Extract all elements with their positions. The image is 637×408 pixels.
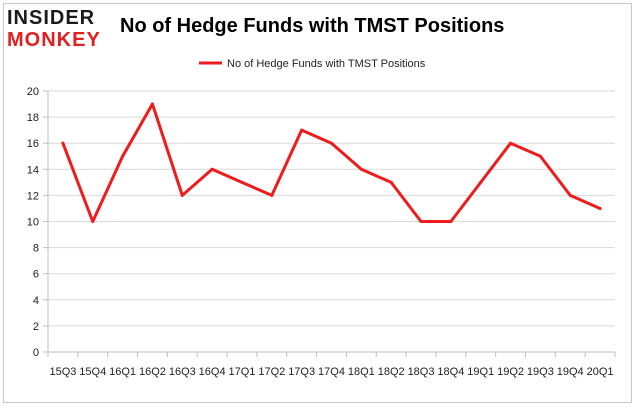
y-tick-label: 0 bbox=[33, 347, 39, 359]
series-line bbox=[61, 102, 602, 223]
x-tick-label: 17Q3 bbox=[288, 366, 315, 378]
data-point bbox=[180, 193, 184, 197]
x-tick-label: 17Q1 bbox=[229, 366, 256, 378]
data-point bbox=[121, 154, 125, 158]
x-tick-label: 16Q2 bbox=[139, 366, 166, 378]
data-point bbox=[538, 154, 542, 158]
data-point bbox=[300, 128, 304, 132]
x-tick-label: 19Q3 bbox=[527, 366, 554, 378]
logo-line-2: MONKEY bbox=[7, 29, 101, 51]
data-point bbox=[359, 167, 363, 171]
y-tick-label: 12 bbox=[27, 190, 39, 202]
x-tick-label: 16Q1 bbox=[109, 366, 136, 378]
x-tick-label: 19Q2 bbox=[497, 366, 524, 378]
data-point bbox=[389, 180, 393, 184]
legend: No of Hedge Funds with TMST Positions bbox=[199, 58, 426, 70]
legend-label: No of Hedge Funds with TMST Positions bbox=[227, 58, 426, 70]
x-tick-label: 16Q4 bbox=[199, 366, 226, 378]
y-tick-label: 14 bbox=[27, 164, 39, 176]
y-tick-label: 6 bbox=[33, 269, 39, 281]
series-group bbox=[61, 102, 602, 223]
x-tick-label: 18Q4 bbox=[437, 366, 464, 378]
x-tick-label: 19Q4 bbox=[557, 366, 584, 378]
x-tick-label: 17Q4 bbox=[318, 366, 345, 378]
gridlines bbox=[48, 90, 615, 353]
x-tick-label: 15Q4 bbox=[79, 366, 106, 378]
data-point bbox=[449, 220, 453, 223]
x-tick-label: 19Q1 bbox=[467, 366, 494, 378]
x-tick-label: 18Q2 bbox=[378, 366, 405, 378]
data-point bbox=[330, 141, 333, 145]
y-tick-label: 20 bbox=[27, 86, 39, 98]
y-tick-label: 2 bbox=[33, 321, 39, 333]
y-tick-label: 16 bbox=[27, 138, 39, 150]
data-point bbox=[270, 193, 274, 197]
x-tick-label: 18Q1 bbox=[348, 366, 375, 378]
y-tick-label: 10 bbox=[27, 217, 39, 229]
x-tick-labels: 15Q3 15Q4 16Q1 16Q2 16Q3 16Q4 17Q1 17Q2 17Q3 17Q4… bbox=[49, 366, 613, 378]
x-tick-label: 15Q3 bbox=[49, 366, 76, 378]
data-point bbox=[210, 167, 214, 171]
y-tick-label: 18 bbox=[27, 112, 39, 124]
data-point bbox=[61, 141, 65, 145]
x-tick-label: 18Q3 bbox=[408, 366, 435, 378]
data-point bbox=[150, 102, 154, 106]
x-tick-label: 17Q2 bbox=[258, 366, 285, 378]
x-tick-label: 20Q1 bbox=[587, 366, 614, 378]
y-tick-label: 4 bbox=[33, 295, 39, 307]
data-point bbox=[598, 206, 602, 210]
data-point bbox=[419, 220, 423, 223]
logo-line-1: INSIDER bbox=[7, 7, 96, 29]
data-point bbox=[240, 180, 244, 184]
data-point bbox=[509, 141, 513, 145]
chart-title: No of Hedge Funds with TMST Positions bbox=[120, 15, 505, 37]
y-tick-labels: 0 2 4 6 8 10 12 14 16 18 20 bbox=[27, 86, 39, 359]
data-point bbox=[568, 193, 572, 197]
chart-frame bbox=[3, 3, 632, 403]
data-point bbox=[91, 220, 95, 223]
data-point bbox=[479, 180, 483, 184]
y-tick-label: 8 bbox=[33, 243, 39, 255]
axes bbox=[43, 90, 616, 357]
insider-monkey-logo: INSIDER MONKEY bbox=[7, 8, 101, 50]
x-tick-label: 16Q3 bbox=[169, 366, 196, 378]
